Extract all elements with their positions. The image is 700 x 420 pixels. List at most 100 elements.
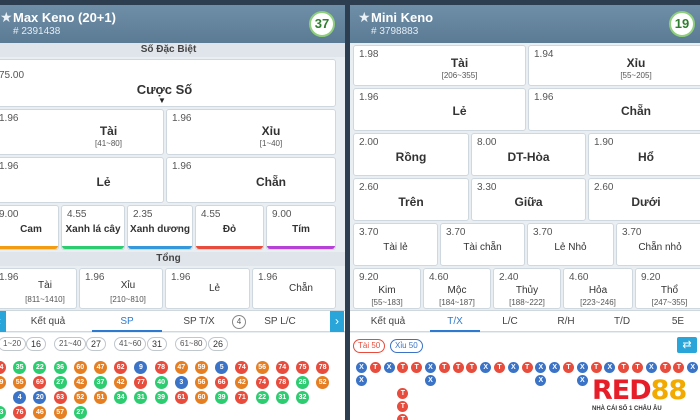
tab-rh[interactable]: R/H bbox=[557, 316, 575, 327]
tai-marker: T bbox=[563, 362, 574, 373]
odds-value: 9.00 bbox=[0, 209, 19, 220]
xiu-marker: X bbox=[425, 362, 436, 373]
tab-lc[interactable]: L/C bbox=[502, 316, 518, 327]
filter-range[interactable]: 21~40 bbox=[54, 337, 87, 351]
bet-cell-xiu[interactable]: 1.96 Xỉu [1~40] bbox=[166, 109, 336, 155]
bet-cell-le[interactable]: 1.96 Lẻ bbox=[0, 157, 164, 203]
result-ball: 3 bbox=[174, 376, 188, 389]
result-ball: 60 bbox=[195, 391, 208, 404]
bet-cell-chan-nho[interactable]: 3.70 Chẵn nhỏ bbox=[616, 223, 700, 266]
favorite-star-icon[interactable]: ★ bbox=[358, 9, 371, 25]
odds-value: 9.20 bbox=[359, 272, 379, 283]
tai-marker: T bbox=[521, 362, 533, 373]
result-ball: 78 bbox=[275, 376, 289, 389]
filter-range[interactable]: 41~60 bbox=[114, 337, 147, 351]
bet-cell-kim[interactable]: 9.20 Kim [55~183] bbox=[353, 268, 421, 309]
bet-cell-chan[interactable]: 1.96 Chẵn bbox=[528, 88, 700, 131]
bet-cell-tho[interactable]: 9.20 Thổ [247~355] bbox=[635, 268, 700, 309]
xiu-marker: X bbox=[604, 362, 616, 373]
odds-value: 1.96 bbox=[359, 92, 379, 103]
bet-cell-giua[interactable]: 3.30 Giữa bbox=[471, 178, 586, 221]
bet-cell-tai-le[interactable]: 3.70 Tài lẻ bbox=[353, 223, 438, 266]
bet-cell-hoa[interactable]: 4.60 Hỏa [223~246] bbox=[563, 268, 633, 309]
swap-icon[interactable]: ⇄ bbox=[677, 337, 697, 353]
bet-name: Lẻ bbox=[452, 104, 467, 118]
odds-value: 4.60 bbox=[429, 272, 449, 283]
result-ball: 47 bbox=[94, 361, 107, 374]
total-cell-tai[interactable]: 1.96 Tài [811~1410] bbox=[0, 268, 77, 309]
tab-td[interactable]: T/D bbox=[613, 316, 631, 327]
bet-cell-le[interactable]: 1.96 Lẻ bbox=[353, 88, 526, 131]
filter-range[interactable]: 61~80 bbox=[175, 337, 208, 351]
tab-sp-tx[interactable]: SP T/X bbox=[183, 316, 215, 327]
bet-range: [1~40] bbox=[259, 139, 283, 148]
bet-cell-dt-hoa[interactable]: 8.00 DT-Hòa bbox=[471, 133, 586, 176]
bet-cell-cam[interactable]: 9.00 Cam bbox=[0, 205, 59, 250]
bet-cell-thuy[interactable]: 2.40 Thủy [188~222] bbox=[493, 268, 561, 309]
tab-sp[interactable]: SP bbox=[92, 311, 162, 332]
arrow-left-icon[interactable]: ‹ bbox=[0, 311, 6, 332]
filter-range[interactable]: 1~20 bbox=[0, 337, 27, 351]
odds-value: 1.96 bbox=[171, 272, 191, 283]
bet-cell-tai-chan[interactable]: 3.70 Tài chẵn bbox=[440, 223, 525, 266]
xiu-marker: X bbox=[576, 375, 588, 386]
bet-cell-duoi[interactable]: 2.60 Dưới bbox=[588, 178, 700, 221]
bet-cell-tren[interactable]: 2.60 Trên bbox=[353, 178, 469, 221]
result-ball: 74 bbox=[235, 361, 249, 374]
bet-name: Tài bbox=[38, 280, 52, 291]
xiu-marker: X bbox=[549, 362, 561, 373]
total-cell-le[interactable]: 1.96 Lẻ bbox=[165, 268, 250, 309]
bet-cell-rong[interactable]: 2.00 Rồng bbox=[353, 133, 469, 176]
tai-marker: T bbox=[494, 362, 505, 373]
total-cell-xiu[interactable]: 1.96 Xỉu [210~810] bbox=[79, 268, 163, 309]
bet-name: Thổ bbox=[660, 285, 679, 296]
tab-ket-qua[interactable]: Kết quả bbox=[30, 316, 66, 327]
arrow-right-icon[interactable]: › bbox=[330, 311, 344, 332]
bet-name: Mộc bbox=[447, 285, 467, 296]
odds-value: 8.00 bbox=[477, 137, 497, 148]
legend-tai: Tài 50 bbox=[353, 339, 386, 353]
bet-cell-tim[interactable]: 9.00 Tím bbox=[266, 205, 336, 250]
result-ball: 39 bbox=[215, 391, 229, 404]
xiu-marker: X bbox=[576, 362, 588, 373]
bet-name: Tài bbox=[99, 124, 118, 138]
bet-cell-le-nho[interactable]: 3.70 Lẻ Nhỏ bbox=[527, 223, 614, 266]
tab-5e[interactable]: 5E bbox=[671, 316, 685, 327]
bet-cell-tai[interactable]: 1.96 Tài [41~80] bbox=[0, 109, 164, 155]
result-ball: 47 bbox=[174, 361, 188, 374]
odds-value: 1.96 bbox=[0, 113, 19, 124]
bet-cell-do[interactable]: 4.55 Đỏ bbox=[195, 205, 264, 250]
bet-number-cell[interactable]: 75.00 Cược Số ▼ bbox=[0, 59, 336, 107]
color-bar bbox=[267, 246, 335, 249]
result-ball: 61 bbox=[174, 391, 188, 404]
xiu-marker: X bbox=[687, 362, 699, 373]
special-number-header: Số Đặc Biệt bbox=[0, 43, 345, 57]
bet-cell-xanh-duong[interactable]: 2.35 Xanh dương bbox=[127, 205, 193, 250]
bet-cell-xiu[interactable]: 1.94 Xỉu [55~205] bbox=[528, 45, 700, 86]
tab-tx[interactable]: T/X bbox=[430, 311, 480, 332]
odds-value: 1.96 bbox=[85, 272, 105, 283]
odds-value: 3.70 bbox=[359, 227, 379, 238]
tab-ket-qua[interactable]: Kết quả bbox=[370, 316, 406, 327]
red88-logo: RED88 NHÀ CÁI SỐ 1 CHÂU ÂU bbox=[592, 375, 697, 419]
tai-marker: T bbox=[397, 388, 409, 399]
bet-range: [247~355] bbox=[651, 298, 688, 307]
bet-cell-moc[interactable]: 4.60 Mộc [184~187] bbox=[423, 268, 491, 309]
bet-cell-xanh-la-cay[interactable]: 4.55 Xanh lá cây bbox=[61, 205, 125, 250]
bet-cell-ho[interactable]: 1.90 Hổ bbox=[588, 133, 700, 176]
result-ball: 78 bbox=[154, 361, 168, 374]
favorite-star-icon[interactable]: ★ bbox=[0, 9, 13, 25]
bet-cell-tai[interactable]: 1.98 Tài [206~355] bbox=[353, 45, 526, 86]
filter-count: 27 bbox=[86, 337, 106, 351]
bet-number-label: Cược Số bbox=[136, 82, 193, 97]
result-ball: 42 bbox=[235, 376, 249, 389]
tai-marker: T bbox=[659, 362, 671, 373]
bet-range: [188~222] bbox=[509, 298, 545, 307]
draw-id: # 3798883 bbox=[371, 26, 419, 37]
tab-sp-lc[interactable]: SP L/C bbox=[264, 316, 296, 327]
total-cell-chan[interactable]: 1.96 Chẵn bbox=[252, 268, 336, 309]
mini-keno-panel: ★ Mini Keno # 3798883 19 1.98 Tài [206~3… bbox=[350, 5, 700, 420]
bet-cell-chan[interactable]: 1.96 Chẵn bbox=[166, 157, 336, 203]
